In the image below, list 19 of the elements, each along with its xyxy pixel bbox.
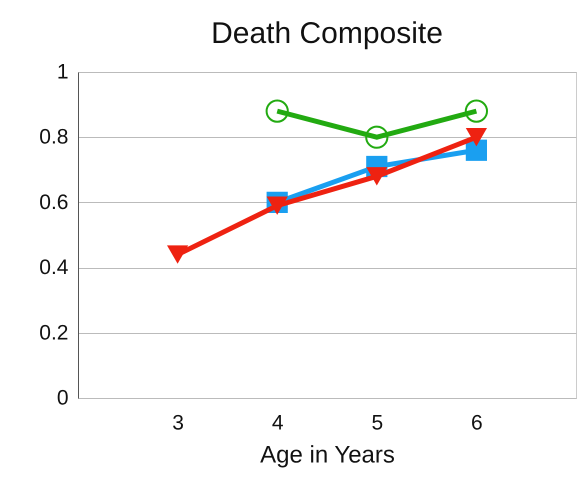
point (266, 100, 289, 123)
y-tick-label: 0.6 (39, 190, 68, 214)
y-tick-label: 0 (56, 386, 68, 410)
x-tick-label: 3 (172, 412, 184, 434)
x-tick-label: 5 (371, 412, 384, 434)
y-tick-label: 1 (56, 60, 68, 84)
point (464, 100, 488, 123)
point (166, 245, 188, 264)
point (266, 196, 288, 215)
y-tick-label: 0.4 (39, 256, 69, 280)
chart-title: Death Composite (211, 17, 443, 50)
point (366, 167, 388, 186)
point (466, 128, 488, 146)
point (365, 126, 388, 149)
x-tick-label: 4 (272, 412, 284, 434)
x-axis-title: Age in Years (260, 442, 395, 468)
x-tick-label: 6 (471, 412, 483, 434)
y-tick-label: 0.8 (39, 126, 68, 149)
y-tick-label: 0.2 (39, 321, 68, 344)
